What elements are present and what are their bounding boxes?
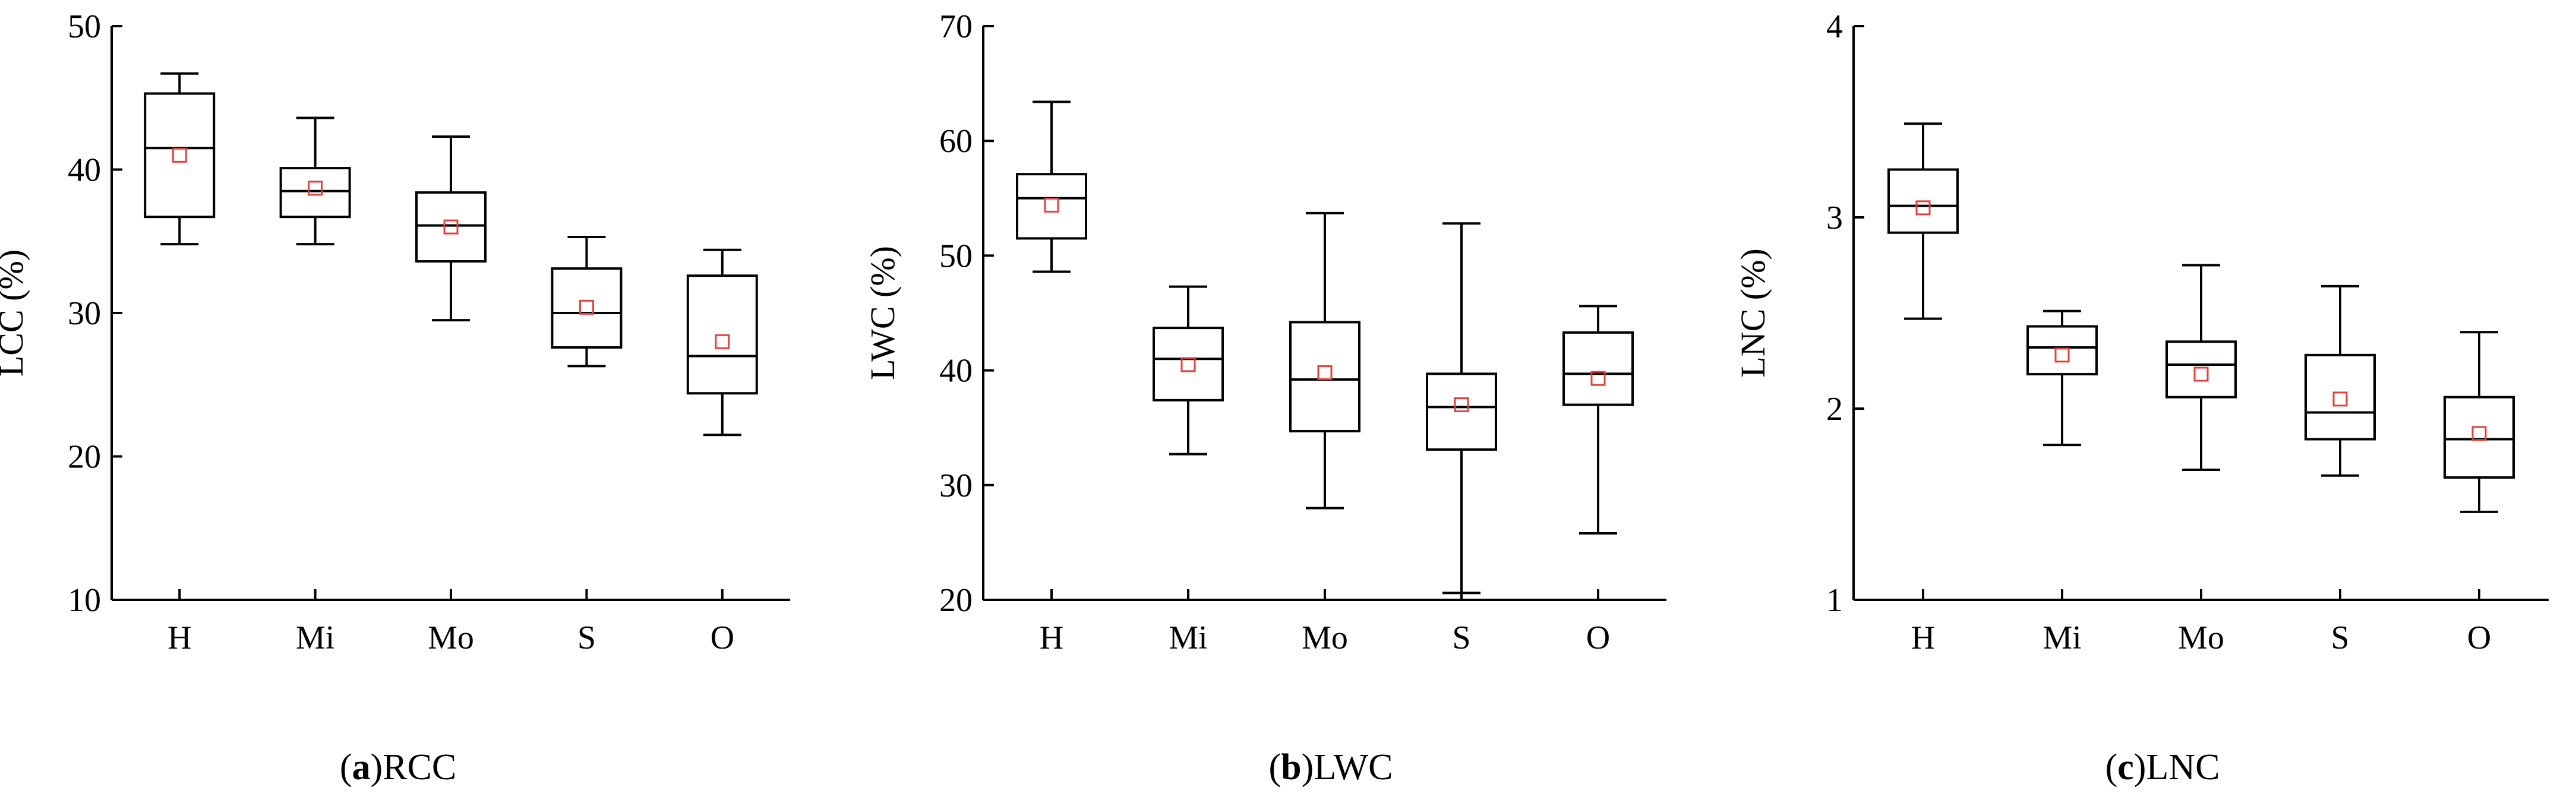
caption-open-paren: ( xyxy=(340,747,352,788)
box-plot-o xyxy=(2444,331,2515,513)
mean-marker xyxy=(579,299,594,315)
box-plot-s xyxy=(2304,284,2376,477)
box-plot-h xyxy=(1016,100,1087,273)
iqr-box xyxy=(415,191,487,263)
caption-close-paren: ) xyxy=(1302,747,1314,788)
y-tick-label: 30 xyxy=(939,467,973,504)
x-tick-label: O xyxy=(711,619,734,656)
panel-a: 10 20 30 40 50 LCC (%) H Mi Mo S O (a)RCC xyxy=(0,8,790,788)
box-plot-h xyxy=(144,72,216,246)
x-tick-label: S xyxy=(577,619,596,656)
x-tick-label: S xyxy=(2331,619,2349,656)
iqr-box xyxy=(144,92,216,219)
y-tick-label: 40 xyxy=(939,353,973,390)
caption-letter: c xyxy=(2117,747,2134,788)
mean-marker xyxy=(1317,365,1333,380)
mean-marker xyxy=(2471,426,2487,441)
y-tick-label: 20 xyxy=(939,582,973,619)
y-tick-label: 60 xyxy=(939,123,973,160)
iqr-box xyxy=(1562,331,1634,406)
caption-name: RCC xyxy=(383,747,456,788)
box-plot-s xyxy=(1426,222,1497,595)
y-tick-label: 70 xyxy=(939,8,973,45)
mean-marker xyxy=(443,219,459,235)
caption-open-paren: ( xyxy=(1269,747,1281,788)
box-plot-o xyxy=(1562,305,1634,535)
y-tick-label: 50 xyxy=(68,8,101,45)
box-plot-mo xyxy=(2165,264,2237,472)
mean-marker xyxy=(1180,357,1196,372)
mean-marker xyxy=(2054,347,2070,363)
panel-caption: (a)RCC xyxy=(340,747,456,788)
x-tick-label: S xyxy=(1452,619,1470,656)
y-tick-label: 4 xyxy=(1826,8,1843,45)
y-tick-label: 3 xyxy=(1826,200,1843,236)
x-tick-label: Mi xyxy=(1169,619,1207,656)
box-plot-mi xyxy=(1153,285,1224,456)
iqr-box xyxy=(2165,340,2237,399)
y-tick-label: 20 xyxy=(68,439,101,476)
mean-marker xyxy=(2193,366,2209,382)
y-tick-label: 10 xyxy=(68,582,101,619)
x-tick-label: H xyxy=(1911,619,1935,656)
caption-letter: b xyxy=(1281,747,1301,788)
iqr-box xyxy=(2026,325,2098,376)
mean-marker xyxy=(715,334,730,349)
caption-close-paren: ) xyxy=(2134,747,2146,788)
panel-caption: (b)LWC xyxy=(1269,747,1393,788)
y-tick-label: 2 xyxy=(1826,391,1843,428)
y-axis-title: LNC (%) xyxy=(1734,248,1772,377)
y-axis-title: LCC (%) xyxy=(0,249,30,377)
mean-marker xyxy=(1454,397,1469,413)
x-tick-label: Mi xyxy=(296,619,334,656)
box-plot-mo xyxy=(1289,211,1360,510)
caption-open-paren: ( xyxy=(2105,747,2118,788)
mean-marker xyxy=(172,147,187,163)
mean-marker xyxy=(2332,391,2348,407)
mean-marker xyxy=(1590,371,1606,386)
x-tick-label: Mo xyxy=(2178,619,2224,656)
iqr-box xyxy=(2304,353,2376,441)
iqr-box xyxy=(1016,173,1087,240)
iqr-box xyxy=(551,267,623,349)
panel-b: 20 30 40 50 60 70 LWC (%) H Mi Mo S O (b)LWC xyxy=(863,8,1666,788)
iqr-box xyxy=(2444,396,2515,479)
panel-c: 1 2 3 4 LNC (%) H Mi Mo S O (c)LNC xyxy=(1734,8,2549,788)
x-tick-label: Mo xyxy=(1302,619,1348,656)
y-axis-title: LWC (%) xyxy=(863,246,902,380)
iqr-box xyxy=(279,167,351,219)
y-tick-label: 30 xyxy=(68,295,101,332)
box-plot-o xyxy=(686,248,758,437)
iqr-box xyxy=(1289,321,1360,432)
box-plot-mo xyxy=(415,135,487,322)
box-plot-mi xyxy=(2026,309,2098,447)
y-tick-label: 40 xyxy=(68,152,101,189)
y-tick-label: 1 xyxy=(1826,582,1843,619)
iqr-box xyxy=(1153,327,1224,401)
mean-marker xyxy=(1915,200,1931,216)
x-tick-label: O xyxy=(2467,619,2491,656)
mean-marker xyxy=(308,181,323,196)
caption-letter: a xyxy=(352,747,370,788)
x-tick-label: H xyxy=(1040,619,1063,656)
x-tick-label: H xyxy=(168,619,191,656)
caption-close-paren: ) xyxy=(370,747,383,788)
caption-name: LNC xyxy=(2146,747,2220,788)
box-plot-h xyxy=(1887,122,1959,320)
x-tick-label: Mi xyxy=(2043,619,2081,656)
caption-name: LWC xyxy=(1314,747,1393,788)
y-tick-label: 50 xyxy=(939,238,973,274)
x-tick-label: Mo xyxy=(428,619,474,656)
mean-marker xyxy=(1044,197,1059,213)
x-tick-label: O xyxy=(1586,619,1610,656)
box-plot-s xyxy=(551,236,623,368)
box-plot-mi xyxy=(279,116,351,246)
panel-caption: (c)LNC xyxy=(2105,747,2220,788)
